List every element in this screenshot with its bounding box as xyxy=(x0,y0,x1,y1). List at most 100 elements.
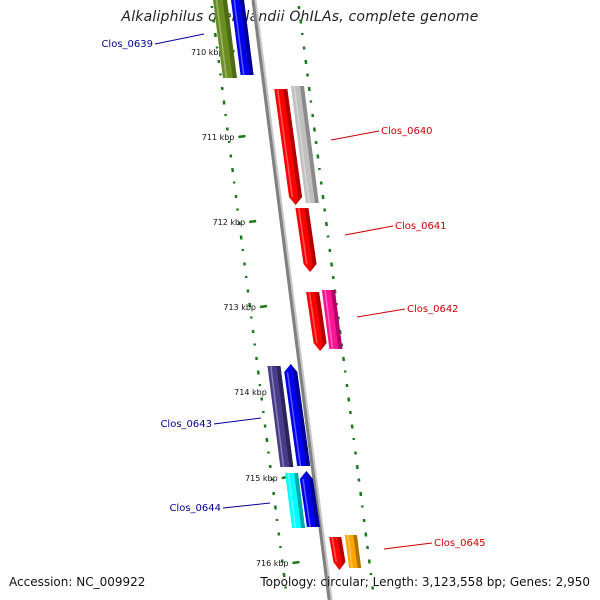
gene-block-gray[interactable] xyxy=(290,85,319,204)
gc-dot-right xyxy=(316,154,320,159)
gene-block-red-0640-shine xyxy=(276,88,294,198)
gene-block-cyan-shine xyxy=(287,472,297,529)
tick-label: 710 kbp xyxy=(191,48,224,57)
gene-block-blue-top-shade xyxy=(240,0,254,75)
gene-label-text: Clos_0642 xyxy=(407,304,459,315)
gene-block-red-0640-body xyxy=(274,89,303,205)
leader-line xyxy=(356,308,406,318)
gc-dot-left xyxy=(239,235,243,240)
gc-dot-right xyxy=(359,491,363,497)
gc-dot-right xyxy=(342,356,346,362)
tick-mark xyxy=(238,134,246,139)
gene-block-pink-shine xyxy=(324,289,334,350)
label-layer: Clos_0639 Clos_0640 Clos_0641 Clos_0642 Clos… xyxy=(101,33,486,550)
gene-block-gray-shade xyxy=(300,86,319,203)
gene-block-blue-0644-shine xyxy=(302,478,311,528)
leader-line xyxy=(383,542,433,550)
gene-label-text: Clos_0644 xyxy=(169,503,221,514)
gene-block-slate-shade xyxy=(276,366,294,467)
gc-dots-layer xyxy=(210,5,375,590)
gene-block-orange-shine xyxy=(347,534,353,569)
gene-block-olive-shine xyxy=(215,0,228,79)
gc-dot-right xyxy=(330,262,334,267)
gene-block-olive[interactable] xyxy=(212,0,237,79)
gene-label-clos_0639[interactable]: Clos_0639 xyxy=(101,33,205,50)
gene-block-red-0645[interactable] xyxy=(329,536,346,570)
gene-block-blue-0643[interactable] xyxy=(284,364,311,467)
gc-dot-right xyxy=(321,194,325,200)
gene-block-blue-top-shine xyxy=(233,0,245,76)
gc-dot-left xyxy=(213,32,217,38)
tick-mark xyxy=(259,304,268,309)
gene-label-text: Clos_0643 xyxy=(160,419,212,430)
gene-block-blue-0643-shine xyxy=(286,371,302,467)
gene-block-cyan[interactable] xyxy=(285,472,306,529)
leader-line xyxy=(330,130,380,141)
tick-label: 713 kbp xyxy=(223,303,256,312)
gc-dot-right xyxy=(333,289,337,294)
gene-block-orange[interactable] xyxy=(344,534,362,569)
gc-dot-right xyxy=(355,464,359,470)
gene-block-pink-shade xyxy=(330,290,343,349)
gene-block-red-0641-shade xyxy=(304,208,317,272)
gene-block-red-0642-body xyxy=(306,292,327,351)
gene-block-red-0642[interactable] xyxy=(306,291,327,351)
gene-block-pink[interactable] xyxy=(321,289,343,350)
gc-dot-right xyxy=(367,559,371,564)
gc-dot-right xyxy=(350,424,354,429)
gene-block-slate[interactable] xyxy=(267,365,294,468)
leader-line xyxy=(213,417,262,425)
gc-dot-left xyxy=(231,167,235,173)
gene-block-red-0640[interactable] xyxy=(274,88,303,205)
gene-label-clos_0642[interactable]: Clos_0642 xyxy=(356,304,459,318)
gene-label-clos_0644[interactable]: Clos_0644 xyxy=(169,502,271,514)
leader-line xyxy=(344,225,394,236)
gc-dot-left xyxy=(282,572,286,578)
genome-summary-text: Topology: circular; Length: 3,123,558 bp… xyxy=(260,575,590,589)
gene-label-clos_0645[interactable]: Clos_0645 xyxy=(383,538,486,550)
gene-block-blue-0643-shade xyxy=(290,364,311,466)
tick-mark xyxy=(249,219,257,224)
gc-dot-left xyxy=(248,302,252,308)
gene-block-red-0645-shine xyxy=(331,536,338,563)
gene-label-text: Clos_0639 xyxy=(101,39,153,50)
tick-label: 714 kbp xyxy=(234,388,267,397)
gc-dot-right xyxy=(364,532,368,537)
gc-dot-right xyxy=(324,221,328,227)
tick-label: 715 kbp xyxy=(245,474,278,483)
map-title: Alkaliphilus oremlandii OhILAs, complete… xyxy=(121,9,479,25)
gene-block-red-0642-shade xyxy=(315,292,327,351)
gc-dot-right xyxy=(304,59,308,65)
tick-label: 712 kbp xyxy=(213,218,246,227)
gene-label-clos_0641[interactable]: Clos_0641 xyxy=(344,221,447,236)
gene-block-blue-0644[interactable] xyxy=(299,471,320,528)
gene-block-olive-shade xyxy=(222,0,237,78)
gene-block-slate-shine xyxy=(269,365,285,468)
gene-block-red-0641[interactable] xyxy=(295,207,317,272)
gene-label-clos_0643[interactable]: Clos_0643 xyxy=(160,417,262,430)
tick-label: 711 kbp xyxy=(202,133,235,142)
gene-block-red-0645-shade xyxy=(337,537,346,570)
leader-line xyxy=(222,502,271,509)
gc-dot-left xyxy=(273,505,277,510)
tick-mark xyxy=(292,560,300,565)
gc-dot-left xyxy=(256,370,260,375)
tick-label: 716 kbp xyxy=(256,559,289,568)
gc-dot-right xyxy=(347,397,351,402)
gene-label-text: Clos_0641 xyxy=(395,221,447,232)
gene-block-blue-top[interactable] xyxy=(230,0,254,76)
gene-label-clos_0640[interactable]: Clos_0640 xyxy=(330,126,433,141)
gc-dot-right xyxy=(307,86,311,92)
gene-block-blue-0644-shade xyxy=(306,471,320,527)
gene-label-text: Clos_0640 xyxy=(381,126,433,137)
gene-block-red-0641-body xyxy=(295,208,317,272)
gc-dot-right xyxy=(299,19,303,24)
gene-block-cyan-shade xyxy=(294,473,306,528)
backbone-line xyxy=(251,0,331,600)
gc-dot-right xyxy=(312,127,316,132)
gene-block-red-0640-shade xyxy=(283,89,303,205)
gene-block-gray-shine xyxy=(293,85,310,204)
leader-line xyxy=(154,33,205,45)
backbone-layer xyxy=(251,0,333,600)
